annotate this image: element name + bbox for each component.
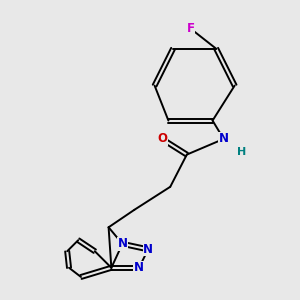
Text: N: N: [143, 243, 153, 256]
Text: N: N: [117, 237, 128, 250]
Text: F: F: [187, 22, 194, 35]
Text: N: N: [219, 133, 229, 146]
Text: H: H: [237, 147, 247, 157]
Text: N: N: [134, 261, 144, 274]
Text: O: O: [157, 133, 167, 146]
